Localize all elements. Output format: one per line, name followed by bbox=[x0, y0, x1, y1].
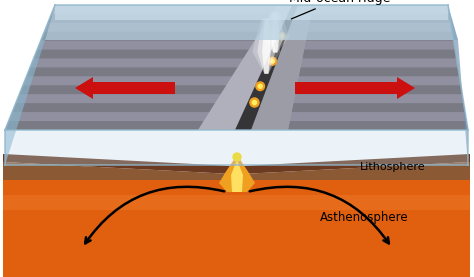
Polygon shape bbox=[48, 14, 451, 23]
Polygon shape bbox=[271, 12, 280, 53]
Polygon shape bbox=[448, 5, 468, 165]
Polygon shape bbox=[16, 94, 464, 103]
Polygon shape bbox=[219, 155, 255, 192]
Circle shape bbox=[252, 100, 256, 105]
Circle shape bbox=[250, 98, 259, 107]
Polygon shape bbox=[45, 5, 458, 40]
Polygon shape bbox=[44, 23, 452, 32]
Circle shape bbox=[271, 60, 274, 63]
Polygon shape bbox=[5, 121, 468, 130]
Polygon shape bbox=[5, 130, 468, 165]
Polygon shape bbox=[9, 112, 466, 121]
Polygon shape bbox=[261, 12, 289, 53]
Polygon shape bbox=[242, 154, 470, 174]
Circle shape bbox=[256, 82, 264, 91]
Polygon shape bbox=[252, 19, 281, 74]
Polygon shape bbox=[27, 68, 459, 76]
Text: Mid-ocean ridge: Mid-ocean ridge bbox=[289, 0, 391, 19]
FancyArrow shape bbox=[75, 77, 175, 99]
Polygon shape bbox=[243, 5, 313, 130]
Polygon shape bbox=[3, 195, 470, 210]
Polygon shape bbox=[5, 5, 468, 130]
Polygon shape bbox=[5, 5, 55, 165]
Circle shape bbox=[233, 153, 241, 161]
Polygon shape bbox=[242, 162, 470, 180]
Polygon shape bbox=[41, 32, 454, 41]
Polygon shape bbox=[19, 85, 462, 94]
FancyArrow shape bbox=[295, 77, 415, 99]
Text: Lithosphere: Lithosphere bbox=[360, 162, 426, 172]
Text: Asthenosphere: Asthenosphere bbox=[320, 212, 409, 224]
Polygon shape bbox=[231, 160, 243, 192]
Polygon shape bbox=[235, 5, 298, 130]
Circle shape bbox=[258, 84, 262, 88]
Polygon shape bbox=[198, 5, 313, 130]
Circle shape bbox=[269, 57, 276, 65]
Polygon shape bbox=[37, 41, 455, 50]
Polygon shape bbox=[34, 50, 456, 58]
Polygon shape bbox=[3, 154, 232, 174]
Polygon shape bbox=[51, 5, 449, 14]
Polygon shape bbox=[30, 58, 458, 68]
Polygon shape bbox=[3, 180, 470, 277]
Polygon shape bbox=[3, 162, 232, 180]
Polygon shape bbox=[12, 103, 465, 112]
Polygon shape bbox=[266, 12, 284, 53]
Polygon shape bbox=[257, 19, 275, 74]
Polygon shape bbox=[23, 76, 461, 85]
Circle shape bbox=[281, 35, 283, 38]
Circle shape bbox=[279, 33, 285, 40]
Polygon shape bbox=[262, 19, 271, 74]
Polygon shape bbox=[55, 5, 448, 20]
